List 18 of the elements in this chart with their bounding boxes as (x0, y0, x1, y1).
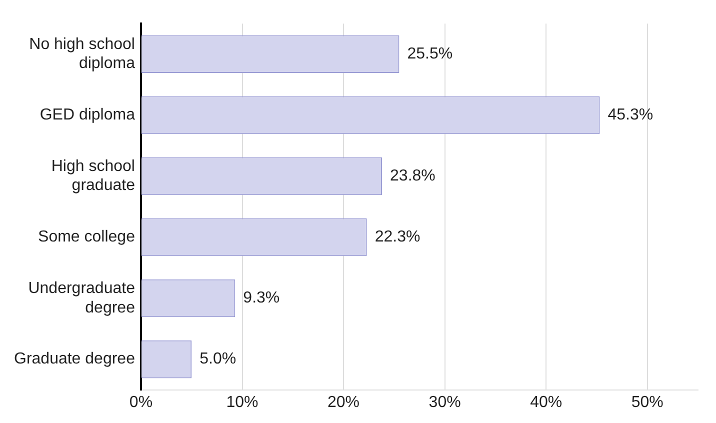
x-tick-label: 10% (226, 394, 258, 411)
y-tick-label: Some college (38, 228, 136, 246)
x-tick-label: 0% (129, 394, 153, 411)
data-label: 23.8% (390, 168, 436, 185)
data-label: 45.3% (608, 106, 654, 124)
data-label: 25.5% (407, 46, 453, 63)
x-tick-label: 30% (428, 394, 461, 411)
data-label: 9.3% (243, 290, 280, 307)
y-tick-label: No high school diploma (29, 36, 136, 72)
y-tick-label: Graduate degree (14, 350, 136, 368)
data-label: 5.0% (200, 350, 236, 368)
y-tick-label: Undergraduate degree (28, 280, 136, 316)
x-tick-label: 50% (631, 394, 664, 411)
y-tick-label: High school graduate (51, 158, 136, 194)
data-label: 22.3% (374, 228, 420, 246)
x-tick-label: 20% (328, 394, 360, 411)
x-tick-label: 40% (530, 394, 562, 411)
y-tick-label: GED diploma (40, 106, 136, 124)
